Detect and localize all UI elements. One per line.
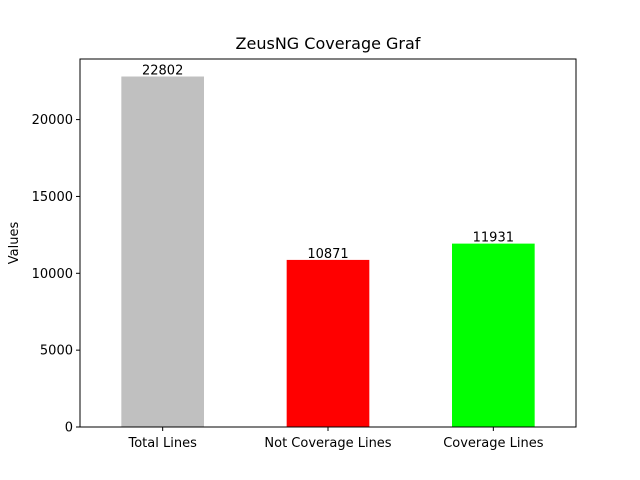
x-tick-label-1: Not Coverage Lines bbox=[264, 436, 391, 451]
chart-title: ZeusNG Coverage Graf bbox=[236, 34, 421, 53]
bar-labels-group: 22802 10871 11931 bbox=[142, 64, 514, 262]
plot-frame bbox=[79, 58, 577, 428]
x-tick-label-0: Total Lines bbox=[127, 436, 197, 451]
bar-value-label-2: 11931 bbox=[473, 231, 514, 246]
y-axis-label: Values bbox=[7, 222, 22, 265]
y-tick-label-1: 5000 bbox=[40, 344, 73, 359]
bar-1 bbox=[286, 259, 370, 427]
bar-2 bbox=[452, 243, 535, 427]
y-axis-ticks: 0 5000 10000 15000 20000 bbox=[32, 113, 80, 436]
y-tick-label-4: 20000 bbox=[32, 113, 73, 128]
bar-value-label-0: 22802 bbox=[142, 64, 183, 79]
y-tick-label-0: 0 bbox=[65, 421, 73, 436]
y-tick-label-2: 10000 bbox=[32, 267, 73, 282]
x-tick-label-2: Coverage Lines bbox=[443, 436, 544, 451]
bar-0 bbox=[121, 76, 204, 428]
bars-group bbox=[121, 76, 535, 428]
x-axis-ticks: Total Lines Not Coverage Lines Coverage Li… bbox=[127, 427, 544, 451]
bar-value-label-1: 10871 bbox=[307, 247, 348, 262]
y-tick-label-3: 15000 bbox=[32, 190, 73, 205]
